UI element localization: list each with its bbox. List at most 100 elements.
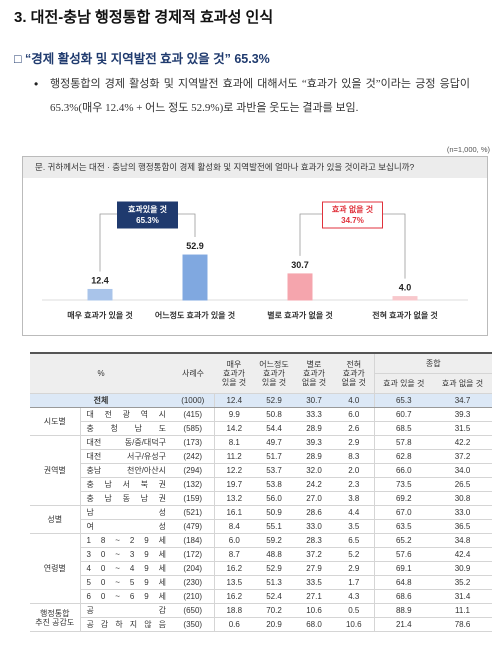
cell: 28.6 [294, 505, 334, 520]
cell: 8.4 [214, 519, 254, 534]
cell: 9.9 [214, 407, 254, 422]
header-column: 어느정도 효과가 있을 것 [254, 352, 294, 394]
cell: 10.6 [294, 603, 334, 618]
cell: 42.2 [433, 435, 493, 450]
row-label: 1 8 ~ 2 9 세 [80, 533, 172, 548]
value-label: 4.0 [399, 283, 412, 293]
row-label: 공 감 하 지 않 음 [80, 617, 172, 632]
cell: 28.3 [294, 533, 334, 548]
group-label: 연령별 [30, 533, 81, 604]
cell: 2.6 [334, 421, 374, 436]
cell: 4.3 [334, 589, 374, 604]
category-label: 별로 효과가 없을 것 [267, 310, 333, 320]
cell: 27.1 [294, 589, 334, 604]
cell: 64.8 [373, 575, 433, 590]
row-label: 공 감 [80, 603, 172, 618]
bar [182, 254, 208, 301]
row: 행정통합 추진 공감도 공 감 (650) 18.8 70.2 10.6 0.5 88.9 11… [30, 603, 493, 632]
row: 5 0 ~ 5 9 세 (230) 13.5 51.3 33.5 1.7 64.8 35.2 [30, 575, 493, 590]
cell: 59.2 [254, 533, 294, 548]
cell: 26.5 [433, 477, 493, 492]
cell: 24.2 [294, 477, 334, 492]
cell: 0.5 [334, 603, 374, 618]
row-n: (230) [172, 575, 215, 590]
cell: 13.2 [214, 491, 254, 506]
cell: 66.0 [373, 463, 433, 478]
chart-frame [22, 156, 488, 336]
group-label: 성별 [30, 505, 81, 534]
group-label: 권역별 [30, 435, 81, 506]
row-n: (585) [172, 421, 215, 436]
row-n: (242) [172, 449, 215, 464]
row-n: (521) [172, 505, 215, 520]
cell: 33.5 [294, 575, 334, 590]
row-n: (350) [172, 617, 215, 632]
cell: 33.0 [294, 519, 334, 534]
cell: 35.2 [433, 575, 493, 590]
cell: 62.8 [373, 449, 433, 464]
cell: 52.9 [254, 561, 294, 576]
cell: 51.7 [254, 449, 294, 464]
row-label: 충 청 남 도 [80, 421, 172, 436]
group-name: 효과있을 것 [128, 204, 167, 214]
cell: 13.5 [214, 575, 254, 590]
cell: 12.4 [214, 393, 254, 408]
header-summary: 종합 [373, 352, 493, 374]
cell: 14.2 [214, 421, 254, 436]
group-value: 34.7% [341, 216, 364, 225]
header-column: 매우 효과가 있을 것 [214, 352, 254, 394]
row-n: (132) [172, 477, 215, 492]
cell: 69.2 [373, 491, 433, 506]
cell: 39.3 [433, 407, 493, 422]
cell: 51.3 [254, 575, 294, 590]
cell: 31.5 [433, 421, 493, 436]
cell: 65.2 [373, 533, 433, 548]
bar [392, 296, 418, 301]
cell: 18.8 [214, 603, 254, 618]
row-n: (172) [172, 547, 215, 562]
cell: 36.5 [433, 519, 493, 534]
row-n: (650) [172, 603, 215, 618]
cell: 34.7 [433, 393, 493, 408]
cell: 28.9 [294, 449, 334, 464]
bar [87, 288, 113, 301]
row-label: 대 전 광 역 시 [80, 407, 172, 422]
category-label: 매우 효과가 있을 것 [67, 310, 133, 320]
heading: 3. 대전-충남 행정통합 경제적 효과성 인식 [14, 9, 274, 26]
row: 충 청 남 도 (585) 14.2 54.4 28.9 2.6 68.5 31.5 [30, 421, 493, 436]
row-n: (159) [172, 491, 215, 506]
cell: 4.0 [334, 393, 374, 408]
row-label: 전체 [30, 393, 172, 408]
cell: 16.2 [214, 561, 254, 576]
cell: 19.7 [214, 477, 254, 492]
total-row: 전체 (1000) 12.4 52.9 30.7 4.0 65.3 34.7 [30, 393, 493, 408]
header-label: % [30, 352, 172, 394]
cell: 20.9 [254, 617, 294, 632]
row-n: (173) [172, 435, 215, 450]
cell: 8.3 [334, 449, 374, 464]
cell: 11.1 [433, 603, 493, 618]
cell: 2.0 [334, 463, 374, 478]
row-label: 대전 서구/유성구 [80, 449, 172, 464]
cell: 53.8 [254, 477, 294, 492]
row: 6 0 ~ 6 9 세 (210) 16.2 52.4 27.1 4.3 68.6 31.4 [30, 589, 493, 604]
header-n: 사례수 [172, 352, 214, 394]
cell: 3.5 [334, 519, 374, 534]
header-column: 전혀 효과가 없을 것 [334, 352, 374, 394]
cell: 53.7 [254, 463, 294, 478]
row: 대전 서구/유성구 (242) 11.2 51.7 28.9 8.3 62.8 37.2 [30, 449, 493, 464]
row: 성별 남 성 (521) 16.1 50.9 28.6 4.4 67.0 33.0 [30, 505, 493, 534]
category-label: 전혀 효과가 없을 것 [372, 310, 438, 320]
value-label: 12.4 [91, 275, 109, 285]
value-label: 30.7 [291, 260, 309, 270]
cell: 0.6 [214, 617, 254, 632]
cell: 33.3 [294, 407, 334, 422]
cell: 3.8 [334, 491, 374, 506]
table-body: 전체 (1000) 12.4 52.9 30.7 4.0 65.3 34.7 시도별 대 전 광 … [30, 393, 493, 632]
cell: 54.4 [254, 421, 294, 436]
cell: 55.1 [254, 519, 294, 534]
